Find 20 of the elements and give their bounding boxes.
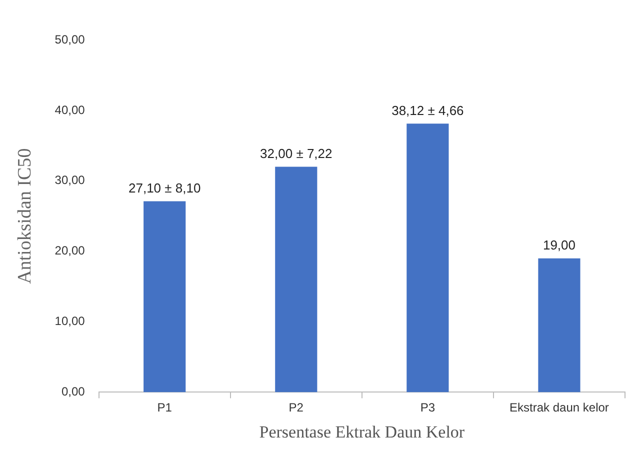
data-label: 27,10 ± 8,10 <box>128 180 201 196</box>
x-tick-label: P3 <box>420 400 436 415</box>
y-tick-label: 0,00 <box>61 384 86 399</box>
x-tick-label: P2 <box>288 400 304 415</box>
x-axis-title: Persentase Ektrak Daun Kelor <box>259 422 465 442</box>
data-label: 32,00 ± 7,22 <box>260 146 332 161</box>
bar <box>275 166 318 392</box>
x-tick-label: Ekstrak daun kelor <box>510 400 609 415</box>
bar <box>144 201 186 392</box>
bar <box>538 258 580 392</box>
bar <box>406 124 449 392</box>
y-tick-label: 20,00 <box>54 244 86 258</box>
y-tick-label: 10,00 <box>54 314 86 328</box>
data-label: 38,12 ± 4,66 <box>392 102 464 118</box>
data-label: 19,00 <box>542 237 576 252</box>
y-tick-label: 50,00 <box>54 32 86 46</box>
y-axis-title: Antioksidan IC50 <box>14 148 36 284</box>
y-tick-label: 40,00 <box>54 102 86 117</box>
x-tick-label: P1 <box>157 400 172 415</box>
y-tick-label: 30,00 <box>54 173 86 188</box>
